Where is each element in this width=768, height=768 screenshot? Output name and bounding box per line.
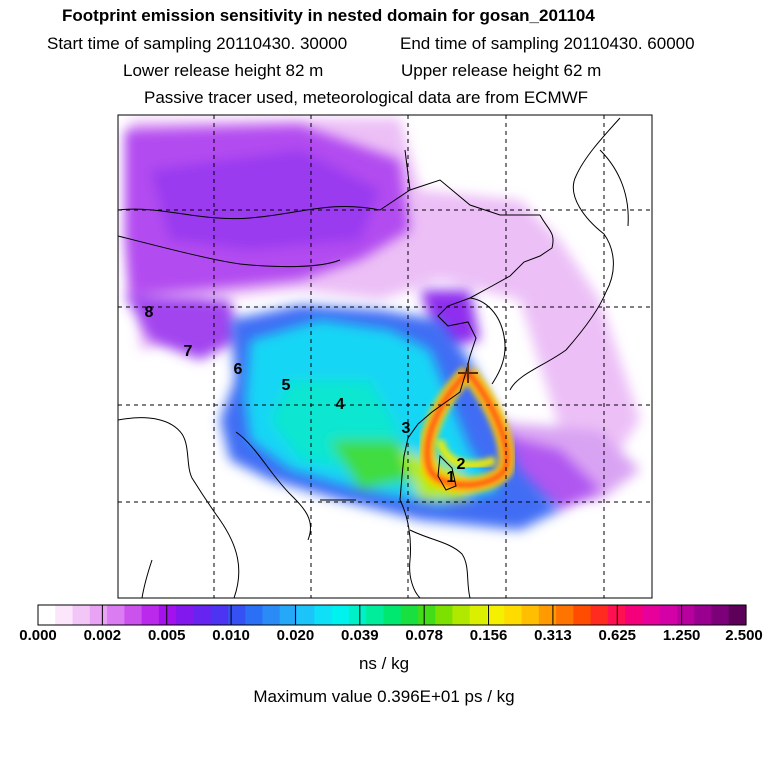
colorbar-swatch: [297, 605, 315, 625]
colorbar-swatch: [314, 605, 333, 625]
colorbar-tick-label: 0.625: [598, 627, 637, 644]
start-sampling-label: Start time of sampling 20110430. 30000: [47, 34, 348, 53]
map-frame: [117, 114, 653, 599]
colorbar-swatch: [227, 605, 246, 625]
release-site-cross: [458, 363, 478, 383]
day-marker-4: 4: [336, 396, 345, 413]
colorbar-swatch: [193, 605, 212, 625]
lower-release-label: Lower release height 82 m: [123, 61, 324, 80]
colorbar-swatch: [279, 605, 298, 625]
colorbar-swatch: [469, 605, 488, 625]
coastlines: [118, 117, 629, 598]
colorbar-swatch: [642, 605, 661, 625]
colorbar-swatch: [262, 605, 281, 625]
colorbar-tick-label: 2.500: [725, 627, 763, 644]
colorbar: [37, 604, 747, 626]
colorbar-swatch: [38, 605, 56, 625]
graticule: [118, 115, 652, 598]
day-marker-7: 7: [184, 343, 193, 360]
colorbar-swatch: [55, 605, 74, 625]
day-marker-8: 8: [145, 304, 154, 321]
day-marker-1: 1: [447, 469, 456, 486]
colorbar-swatch: [435, 605, 454, 625]
colorbar-tick-label: 0.020: [276, 627, 315, 644]
colorbar-swatch: [694, 605, 713, 625]
colorbar-swatch: [556, 605, 574, 625]
colorbar-swatch: [728, 605, 747, 625]
sensitivity-field: [118, 115, 652, 598]
day-marker-6: 6: [234, 361, 243, 378]
colorbar-swatch: [590, 605, 609, 625]
day-markers: 12 3 4 5 6 7 8: [145, 304, 466, 486]
colorbar-swatch: [72, 605, 91, 625]
colorbar-swatch: [176, 605, 195, 625]
colorbar-units: ns / kg: [358, 654, 410, 673]
tracer-info-label: Passive tracer used, meteorological data…: [144, 88, 589, 107]
end-sampling-label: End time of sampling 20110430. 60000: [400, 34, 695, 53]
colorbar-tick-label: 0.000: [19, 627, 57, 644]
colorbar-swatch: [348, 605, 367, 625]
colorbar-swatch: [107, 605, 125, 625]
colorbar-swatch: [625, 605, 643, 625]
plot-title: Footprint emission sensitivity in nested…: [62, 6, 595, 25]
day-marker-3: 3: [402, 420, 411, 437]
colorbar-swatch: [504, 605, 523, 625]
colorbar-swatch: [452, 605, 471, 625]
colorbar-swatch: [210, 605, 229, 625]
colorbar-tick-label: 0.156: [469, 627, 508, 644]
colorbar-tick-label: 0.039: [341, 627, 379, 644]
day-marker-2: 2: [457, 456, 466, 473]
colorbar-swatch: [158, 605, 177, 625]
colorbar-swatch: [676, 605, 695, 625]
colorbar-swatch: [573, 605, 592, 625]
colorbar-swatch: [331, 605, 350, 625]
colorbar-swatch: [400, 605, 419, 625]
colorbar-swatch: [538, 605, 557, 625]
colorbar-swatch: [486, 605, 505, 625]
colorbar-swatch: [659, 605, 678, 625]
colorbar-swatch: [383, 605, 402, 625]
colorbar-swatch: [417, 605, 436, 625]
maximum-value-label: Maximum value 0.396E+01 ps / kg: [253, 687, 515, 706]
colorbar-swatch: [521, 605, 540, 625]
colorbar-swatch: [711, 605, 730, 625]
colorbar-tick-label: 0.078: [405, 627, 443, 644]
colorbar-swatch: [89, 605, 108, 625]
colorbar-tick-label: 0.010: [212, 627, 250, 644]
colorbar-frame: [37, 604, 747, 626]
colorbar-tick-label: 0.005: [147, 627, 186, 644]
colorbar-swatch: [245, 605, 264, 625]
colorbar-tick-label: 0.313: [534, 627, 572, 644]
colorbar-tick-label: 1.250: [662, 627, 701, 644]
colorbar-swatch: [124, 605, 143, 625]
colorbar-swatch: [141, 605, 160, 625]
colorbar-swatch: [366, 605, 384, 625]
upper-release-label: Upper release height 62 m: [401, 61, 602, 80]
colorbar-tick-label: 0.002: [83, 627, 122, 644]
day-marker-5: 5: [282, 377, 291, 394]
